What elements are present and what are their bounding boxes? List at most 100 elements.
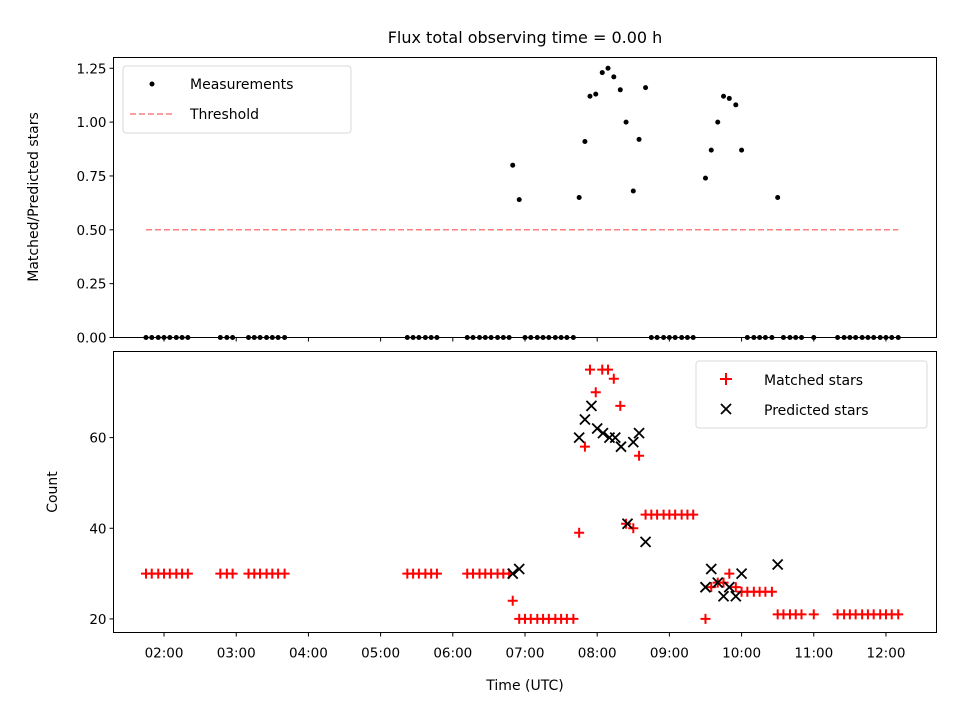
legend-predicted-marker [720, 403, 732, 415]
measurement-point [739, 147, 745, 153]
matched-star-point [718, 577, 729, 588]
bottom-legend: Matched stars Predicted stars [695, 360, 928, 429]
measurement-point [623, 119, 629, 125]
measurement-point [721, 93, 727, 99]
predicted-star-point [579, 413, 591, 426]
predicted-star-point [585, 400, 598, 412]
bottom-y-axis-label: Count [45, 471, 61, 513]
x-tick-label: 07:00 [506, 646, 545, 662]
predicted-star-point [639, 536, 652, 548]
matched-star-point [628, 523, 639, 534]
matched-star-point [590, 387, 601, 398]
matched-star-point [796, 609, 807, 620]
measurement-point [630, 188, 636, 194]
legend-matched-label: Matched stars [764, 373, 863, 389]
matched-star-point [182, 568, 193, 579]
x-tick-label: 08:00 [578, 646, 617, 662]
y-tick-label: 0.00 [76, 331, 106, 347]
legend-threshold-label: Threshold [189, 107, 259, 123]
bottom-axes-frame [113, 351, 937, 633]
x-tick-label: 11:00 [794, 646, 833, 662]
matched-star-point [574, 527, 585, 538]
measurement-point [702, 175, 708, 181]
measurement-point [587, 93, 593, 99]
top-panel: 0.00 0.25 0.50 0.75 1.00 1.25 Matched/Predict… [26, 57, 937, 347]
x-tick-label: 12:00 [867, 646, 906, 662]
predicted-star-point [772, 558, 784, 571]
predicted-star-point [621, 518, 634, 530]
measurement-point [636, 136, 642, 142]
chart-title: Flux total observing time = 0.00 h [388, 28, 663, 47]
measurement-point [715, 119, 721, 125]
matched-star-point [808, 609, 819, 620]
top-x-ticks [163, 337, 887, 342]
y-tick-label: 0.75 [76, 169, 106, 185]
measurement-point [599, 70, 605, 76]
matched-star-point [688, 509, 699, 520]
matched-star-point [568, 613, 579, 624]
measurement-point [617, 87, 623, 93]
measurement-point [643, 85, 649, 91]
y-tick-label: 0.25 [76, 277, 106, 293]
measurement-point [593, 91, 599, 97]
matched-star-point [724, 568, 735, 579]
matched-star-point [603, 364, 614, 375]
predicted-star-point [615, 441, 627, 453]
y-tick-label: 1.00 [76, 115, 106, 131]
measurement-point [582, 139, 588, 144]
top-legend: Measurements Threshold [122, 65, 352, 134]
predicted-star-point [730, 590, 742, 602]
x-tick-label: 04:00 [289, 646, 328, 662]
matched-star-point [634, 450, 645, 461]
predicted-star-point [723, 581, 735, 593]
matched-star-point [608, 373, 619, 384]
y-tick-label: 40 [89, 521, 106, 537]
matched-star-point [279, 568, 290, 579]
measurement-point [611, 74, 617, 80]
measurement-point [576, 195, 582, 200]
measurement-point [775, 195, 781, 200]
legend-matched-marker [720, 373, 732, 385]
measurement-point [510, 162, 516, 168]
predicted-star-point [712, 577, 724, 589]
x-tick-label: 03:00 [217, 646, 256, 662]
matched-star-point [621, 518, 632, 529]
top-axes-frame [113, 57, 937, 338]
bottom-panel: 20 40 60 02:00 03:00 04:00 05:00 06:00 07:00 08:… [45, 351, 937, 694]
predicted-star-point [735, 567, 748, 580]
x-tick-label: 02:00 [145, 646, 184, 662]
bottom-legend-box [695, 360, 928, 429]
predicted-star-point [699, 581, 712, 593]
predicted-star-point [597, 427, 609, 439]
measurement-point [733, 102, 739, 108]
predicted-star-point [513, 563, 525, 575]
y-tick-label: 60 [89, 431, 106, 447]
matched-star-point [227, 568, 238, 579]
predicted-star-point [627, 436, 639, 448]
measurement-point [516, 197, 522, 203]
x-axis-label: Time (UTC) [485, 678, 563, 694]
top-legend-box [122, 65, 352, 134]
top-y-axis-label: Matched/Predicted stars [26, 112, 42, 282]
matched-star-point [766, 586, 777, 597]
legend-measurements-label: Measurements [190, 77, 293, 93]
matched-star-point [706, 582, 717, 593]
matched-star-point [507, 595, 518, 606]
measurement-point [726, 95, 732, 101]
measurement-point [605, 65, 611, 71]
legend-predicted-label: Predicted stars [764, 403, 869, 419]
matched-star-point [615, 400, 626, 411]
x-tick-label: 05:00 [361, 646, 400, 662]
x-tick-label: 09:00 [650, 646, 689, 662]
legend-measurements-marker [149, 81, 155, 87]
y-tick-label: 1.25 [76, 61, 106, 77]
matched-star-point [730, 582, 741, 593]
top-y-ticks: 0.00 0.25 0.50 0.75 1.00 1.25 [76, 61, 114, 347]
predicted-star-point [609, 431, 621, 444]
bottom-plot-marks [140, 364, 904, 624]
x-tick-label: 06:00 [433, 646, 472, 662]
predicted-star-point [573, 431, 585, 444]
y-tick-label: 0.50 [76, 223, 106, 239]
predicted-star-point [507, 567, 519, 580]
